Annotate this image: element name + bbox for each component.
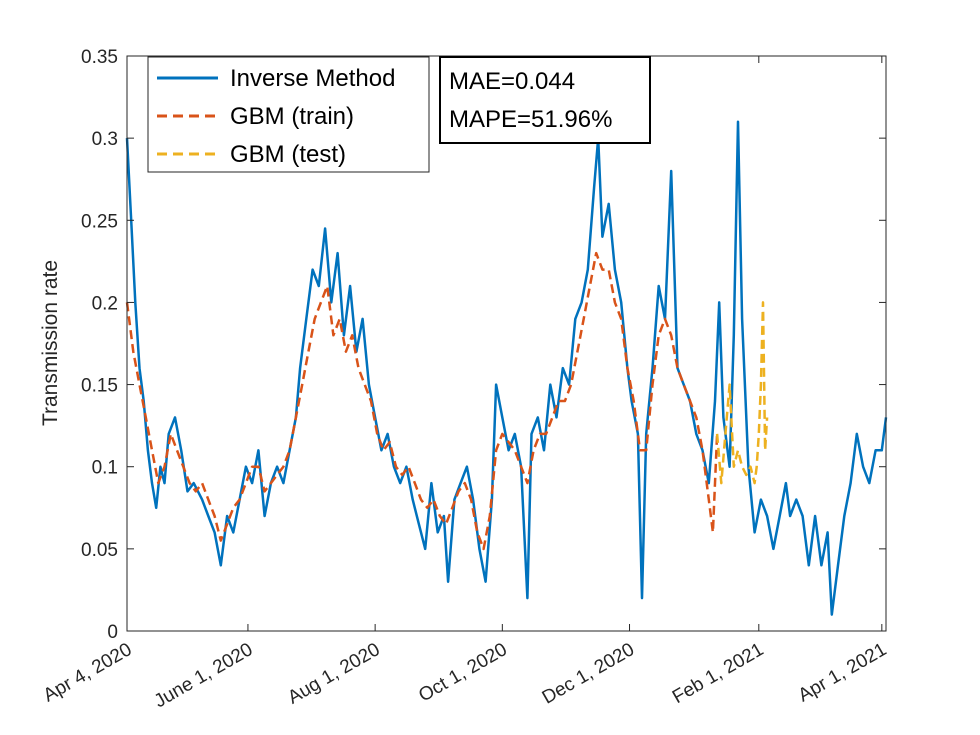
mape-label: MAPE=51.96% bbox=[449, 106, 612, 133]
series-line-gbm-train bbox=[125, 251, 719, 551]
y-tick-label: 0.1 bbox=[92, 458, 118, 479]
legend-label-inverse-method: Inverse Method bbox=[230, 65, 395, 92]
y-tick-label: 0.35 bbox=[81, 47, 118, 68]
legend-label-gbm-test: GBM (test) bbox=[230, 141, 346, 168]
legend-label-gbm-train: GBM (train) bbox=[230, 103, 354, 130]
y-tick-label: 0.15 bbox=[81, 376, 118, 397]
series-line-gbm-test bbox=[715, 301, 769, 485]
legend: Inverse Method GBM (train) GBM (test) bbox=[147, 56, 430, 173]
mae-label: MAE=0.044 bbox=[449, 68, 575, 95]
y-axis-title: Transmission rate bbox=[39, 260, 62, 426]
series-layer bbox=[125, 120, 888, 616]
y-tick-label: 0.3 bbox=[92, 129, 118, 150]
y-axis: 0 0.05 0.1 0.15 0.2 0.25 0.3 0.35 bbox=[81, 47, 886, 643]
y-tick-label: 0.05 bbox=[81, 540, 118, 561]
metrics-annotation: MAE=0.044 MAPE=51.96% bbox=[439, 56, 651, 144]
y-tick-label: 0.25 bbox=[81, 211, 118, 232]
series-line-inverse-method bbox=[125, 120, 888, 616]
y-tick-label: 0 bbox=[107, 622, 118, 643]
metrics-box bbox=[439, 56, 651, 144]
y-tick-label: 0.2 bbox=[92, 293, 118, 314]
